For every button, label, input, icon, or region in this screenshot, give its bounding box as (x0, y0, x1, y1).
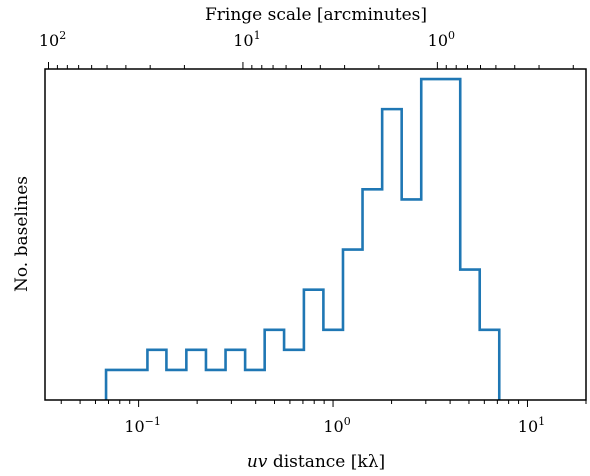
bottom-tick-label: 10−1 (124, 415, 161, 436)
axis-ticks (48, 62, 587, 407)
y-axis-label: No. baselines (12, 176, 32, 292)
top-tick-labels: 102 101 100 (39, 29, 455, 50)
x-axis-label: uv distance [kλ] (247, 452, 385, 472)
top-tick-label: 102 (39, 29, 66, 50)
top-tick-label: 101 (233, 29, 260, 50)
plot-frame (44, 68, 587, 401)
x-axis-label-rest: distance [kλ] (267, 452, 385, 472)
histogram-series (104, 77, 501, 400)
bottom-tick-label: 100 (323, 415, 350, 436)
x-axis-label-italic: uv (247, 452, 268, 472)
top-axis-label: Fringe scale [arcminutes] (205, 5, 427, 25)
bottom-tick-label: 101 (518, 415, 545, 436)
top-tick-label: 100 (428, 29, 455, 50)
bottom-tick-labels: 10−1 100 101 (124, 415, 545, 436)
